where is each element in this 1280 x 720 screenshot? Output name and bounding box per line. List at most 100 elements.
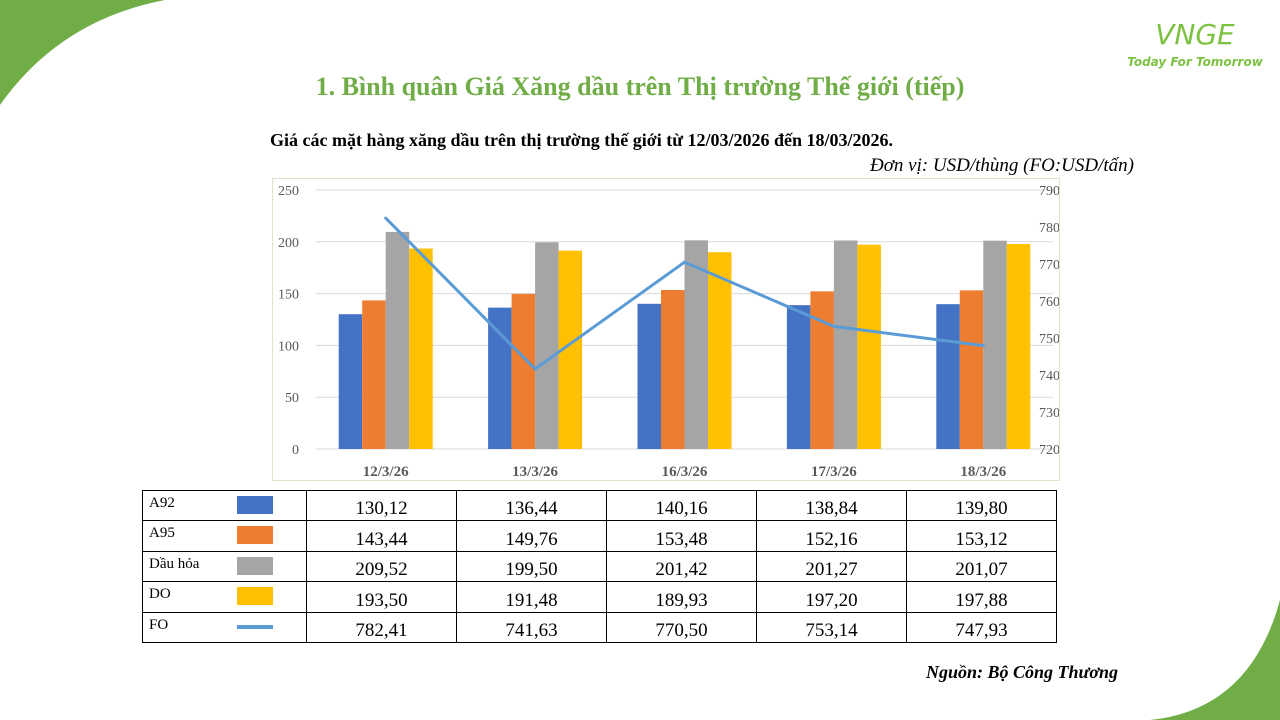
bar-a92 (338, 314, 363, 449)
point-fo (832, 324, 836, 328)
bar-a92 (637, 303, 661, 449)
bar-a95 (362, 300, 386, 449)
y-tick-label: 50 (285, 391, 299, 406)
table-cell: 209,52 (306, 550, 457, 583)
source: Nguồn: Bộ Công Thương (926, 662, 1118, 682)
table-cell: 747,93 (906, 611, 1057, 643)
table-cell: 139,80 (906, 489, 1057, 522)
x-tick-label: 17/3/26 (811, 464, 857, 480)
row-label: FO (142, 611, 307, 643)
point-fo (683, 260, 686, 264)
table-cell: 201,27 (756, 550, 907, 583)
y2-tick-label: 780 (1039, 221, 1060, 236)
y2-tick-label: 720 (1039, 443, 1060, 458)
y2-tick-label: 770 (1039, 258, 1060, 273)
row-label: Dầu hỏa (142, 550, 307, 583)
series-name: FO (149, 616, 169, 633)
table-cell: 152,16 (756, 520, 907, 552)
bar-do (708, 252, 732, 449)
table-row: A92 130,12 136,44 140,16 138,84 139,80 (142, 489, 1057, 522)
corner-decoration-bottom-right (1150, 600, 1280, 720)
table-cell: 741,63 (456, 611, 607, 643)
chart-unit: Đơn vị: USD/thùng (FO:USD/tấn) (870, 155, 1134, 176)
row-label: A95 (142, 520, 307, 552)
table-cell: 189,93 (606, 581, 757, 613)
y-tick-label: 200 (278, 236, 299, 251)
logo-mark: VNGE (1155, 18, 1235, 51)
bar-dầu-hỏa (535, 242, 559, 449)
legend-swatch (237, 556, 273, 575)
table-cell: 770,50 (606, 611, 757, 643)
table-cell: 130,12 (306, 489, 457, 522)
x-tick-label: 13/3/26 (512, 464, 558, 480)
y2-tick-label: 740 (1039, 369, 1060, 384)
y2-tick-label: 760 (1039, 295, 1060, 310)
table-cell: 753,14 (756, 611, 907, 643)
series-name: Dầu hỏa (149, 555, 200, 572)
table-cell: 153,48 (606, 520, 757, 552)
corner-decoration-top-left (0, 0, 165, 105)
y-tick-label: 100 (278, 339, 299, 354)
series-name: DO (149, 586, 171, 603)
legend-swatch (237, 526, 273, 545)
x-tick-label: 12/3/26 (363, 464, 409, 480)
page-title: 1. Bình quân Giá Xăng dầu trên Thị trườn… (315, 72, 965, 101)
table-row: FO 782,41 741,63 770,50 753,14 747,93 (142, 611, 1057, 643)
row-label: DO (142, 581, 307, 613)
x-tick-label: 16/3/26 (662, 464, 708, 480)
y2-tick-label: 730 (1039, 406, 1060, 421)
logo: VNGE Today For Tomorrow (1120, 18, 1270, 69)
bar-do (1006, 243, 1031, 449)
bar-a92 (786, 305, 811, 449)
bar-a92 (936, 304, 960, 449)
bar-do (409, 248, 433, 449)
point-fo (533, 367, 537, 371)
table-cell: 193,50 (306, 581, 457, 613)
y2-tick-label: 750 (1039, 332, 1060, 347)
bar-do (857, 244, 881, 449)
table-cell: 197,88 (906, 581, 1057, 613)
table-row: A95 143,44 149,76 153,48 152,16 153,12 (142, 520, 1057, 552)
table-cell: 138,84 (756, 489, 907, 522)
table-cell: 149,76 (456, 520, 607, 552)
table-cell: 201,42 (606, 550, 757, 583)
row-label: A92 (142, 489, 307, 522)
table-row: DO 193,50 191,48 189,93 197,20 197,88 (142, 581, 1057, 613)
point-fo (384, 216, 388, 220)
table-cell: 197,20 (756, 581, 907, 613)
table-cell: 191,48 (456, 581, 607, 613)
bar-do (558, 250, 583, 449)
bar-a95 (959, 290, 984, 449)
chart: 0 50 100 150 200 250 720 730 740 750 760 770 780 790 1… (272, 178, 1060, 481)
bar-a95 (511, 293, 536, 449)
y-tick-label: 250 (278, 184, 299, 199)
table-cell: 201,07 (906, 550, 1057, 583)
bar-dầu-hỏa (684, 240, 708, 449)
y-tick-label: 0 (292, 443, 299, 458)
y-tick-label: 150 (278, 288, 299, 303)
table-cell: 153,12 (906, 520, 1057, 552)
legend-swatch (237, 587, 273, 606)
bar-dầu-hỏa (385, 231, 410, 449)
logo-tagline: Today For Tomorrow (1127, 55, 1263, 69)
table-cell: 143,44 (306, 520, 457, 552)
chart-title: Giá các mặt hàng xăng dầu trên thị trườn… (270, 130, 894, 150)
bar-dầu-hỏa (833, 240, 858, 449)
table-row: Dầu hỏa 209,52 199,50 201,42 201,27 201,07 (142, 550, 1057, 583)
bar-a95 (810, 291, 834, 449)
table-cell: 782,41 (306, 611, 457, 643)
table-cell: 140,16 (606, 489, 757, 522)
table-cell: 199,50 (456, 550, 607, 583)
bar-dầu-hỏa (983, 240, 1007, 449)
data-table: A92 130,12 136,44 140,16 138,84 139,80 A95 143,… (142, 489, 1057, 643)
series-name: A92 (149, 495, 175, 511)
bar-a95 (661, 289, 685, 449)
legend-swatch (237, 624, 273, 629)
table-cell: 136,44 (456, 489, 607, 522)
x-tick-label: 18/3/26 (960, 464, 1006, 480)
legend-swatch (237, 496, 273, 514)
series-name: A95 (149, 525, 175, 542)
bar-a92 (488, 307, 512, 449)
y2-tick-label: 790 (1039, 184, 1060, 199)
point-fo (981, 344, 985, 348)
